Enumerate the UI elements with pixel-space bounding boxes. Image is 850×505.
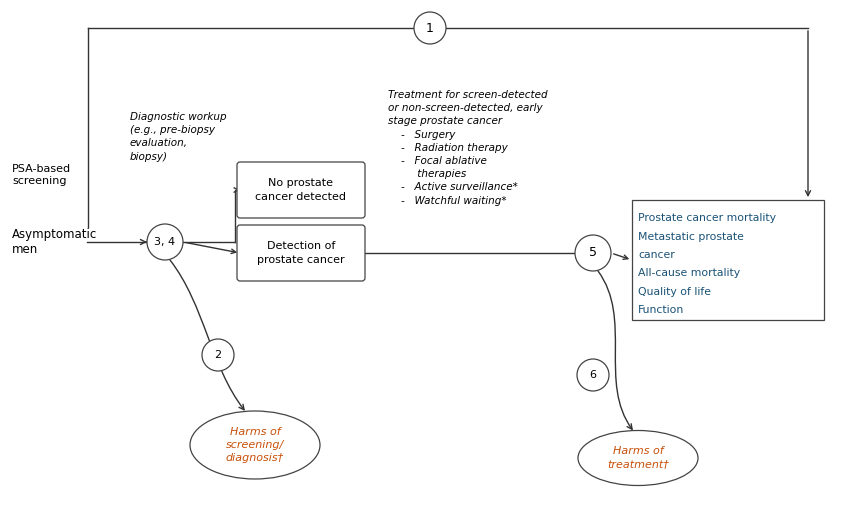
Text: No prostate
cancer detected: No prostate cancer detected bbox=[256, 178, 347, 201]
Ellipse shape bbox=[578, 430, 698, 485]
Circle shape bbox=[414, 12, 446, 44]
FancyBboxPatch shape bbox=[237, 162, 365, 218]
Text: PSA-based
screening: PSA-based screening bbox=[12, 164, 71, 186]
Circle shape bbox=[577, 359, 609, 391]
Bar bbox=[632, 200, 824, 320]
FancyBboxPatch shape bbox=[237, 225, 365, 281]
FancyArrowPatch shape bbox=[598, 271, 632, 429]
Circle shape bbox=[147, 224, 183, 260]
Text: Metastatic prostate: Metastatic prostate bbox=[638, 232, 744, 241]
Text: Harms of
treatment†: Harms of treatment† bbox=[607, 446, 669, 470]
Circle shape bbox=[202, 339, 234, 371]
Text: Asymptomatic
men: Asymptomatic men bbox=[12, 228, 97, 256]
Ellipse shape bbox=[190, 411, 320, 479]
Text: 3, 4: 3, 4 bbox=[155, 237, 176, 247]
Text: cancer: cancer bbox=[638, 250, 675, 260]
Text: 5: 5 bbox=[589, 246, 597, 260]
Text: Prostate cancer mortality: Prostate cancer mortality bbox=[638, 213, 776, 223]
Text: 6: 6 bbox=[590, 370, 597, 380]
Text: Function: Function bbox=[638, 305, 684, 315]
Text: Harms of
screening/
diagnosis†: Harms of screening/ diagnosis† bbox=[226, 427, 284, 463]
Text: Diagnostic workup
(e.g., pre-biopsy
evaluation,
biopsy): Diagnostic workup (e.g., pre-biopsy eval… bbox=[130, 112, 227, 162]
Text: All-cause mortality: All-cause mortality bbox=[638, 268, 740, 278]
Text: Quality of life: Quality of life bbox=[638, 286, 711, 296]
FancyArrowPatch shape bbox=[170, 260, 244, 410]
Text: 1: 1 bbox=[426, 22, 434, 34]
Circle shape bbox=[575, 235, 611, 271]
Text: Treatment for screen-detected
or non-screen-detected, early
stage prostate cance: Treatment for screen-detected or non-scr… bbox=[388, 90, 547, 206]
Text: 2: 2 bbox=[214, 350, 222, 360]
Text: Detection of
prostate cancer: Detection of prostate cancer bbox=[258, 241, 345, 265]
